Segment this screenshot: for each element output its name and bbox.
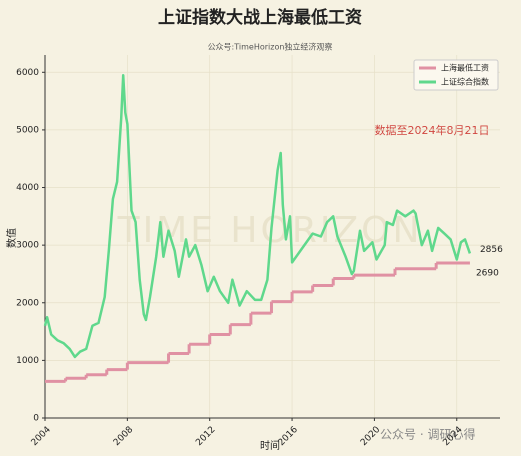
y-tick-label: 2000 — [16, 298, 39, 308]
line — [43, 73, 472, 359]
y-axis-label: 数值 — [5, 228, 18, 248]
y-tick-label: 5000 — [16, 125, 39, 135]
legend-label: 上海最低工资 — [441, 63, 489, 73]
y-tick-label: 4000 — [16, 183, 39, 193]
end-label: 2856 — [480, 245, 503, 255]
y-tick-label: 6000 — [16, 68, 39, 78]
x-axis-label: 时间 — [260, 439, 280, 452]
chart-title: 上证指数大战上海最低工资 — [158, 7, 362, 28]
legend-label: 上证综合指数 — [441, 77, 489, 87]
y-tick-label: 0 — [33, 414, 39, 424]
y-tick-label: 1000 — [16, 356, 39, 366]
subtitle: 公众号:TimeHorizon独立经济观察 — [208, 42, 333, 52]
y-tick-label: 3000 — [16, 241, 39, 251]
end-label: 2690 — [476, 269, 499, 279]
watermark: 公众号 · 调研心得 — [380, 427, 475, 442]
